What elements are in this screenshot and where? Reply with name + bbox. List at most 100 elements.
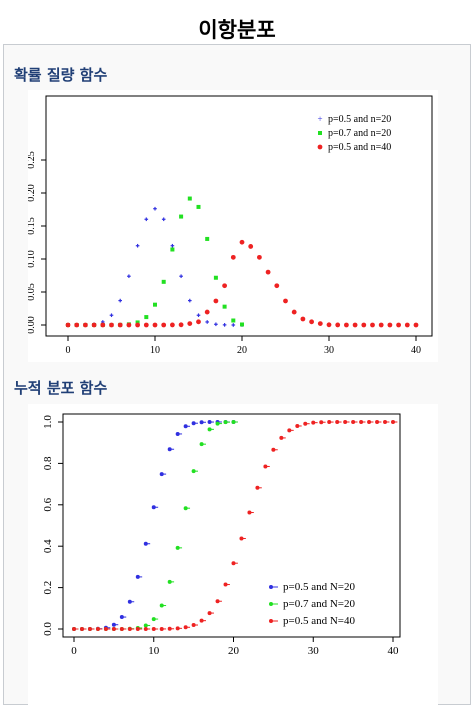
x-tick-label: 20 bbox=[228, 645, 240, 657]
legend-label: p=0.5 and N=20 bbox=[283, 581, 355, 593]
data-point bbox=[239, 239, 245, 245]
y-tick-label: 1.0 bbox=[42, 415, 54, 429]
data-point bbox=[413, 322, 419, 328]
data-point bbox=[205, 236, 210, 241]
y-tick-label: 0.25 bbox=[28, 151, 37, 169]
data-point bbox=[335, 322, 341, 328]
data-point bbox=[326, 322, 332, 328]
data-point bbox=[359, 420, 364, 424]
data-point bbox=[178, 322, 184, 328]
data-point bbox=[248, 244, 254, 249]
data-point bbox=[222, 323, 227, 327]
data-point bbox=[196, 319, 201, 325]
data-point bbox=[151, 627, 156, 631]
data-point bbox=[303, 421, 308, 426]
data-point bbox=[87, 627, 92, 631]
data-point bbox=[213, 298, 219, 304]
y-tick-label: 0.10 bbox=[28, 250, 37, 268]
data-point bbox=[199, 618, 204, 623]
data-point bbox=[404, 322, 410, 328]
data-point bbox=[204, 309, 210, 315]
data-point bbox=[135, 320, 140, 325]
data-point bbox=[170, 322, 175, 328]
data-point bbox=[247, 510, 252, 515]
plot-frame bbox=[62, 413, 401, 638]
data-point bbox=[295, 423, 300, 428]
y-tick-label: 0.4 bbox=[42, 539, 54, 553]
data-point bbox=[215, 599, 220, 604]
data-point bbox=[199, 420, 204, 425]
y-tick-label: 0.6 bbox=[42, 497, 54, 511]
data-point bbox=[396, 322, 401, 328]
x-tick-label: 10 bbox=[150, 345, 160, 356]
data-point bbox=[143, 627, 148, 631]
y-tick-label: 0.20 bbox=[28, 184, 37, 202]
data-point bbox=[135, 243, 140, 248]
data-point bbox=[187, 196, 192, 201]
data-point bbox=[300, 316, 306, 322]
data-point bbox=[83, 322, 88, 328]
data-point bbox=[153, 302, 157, 307]
data-point bbox=[175, 626, 180, 631]
data-point bbox=[126, 322, 132, 328]
data-point bbox=[118, 298, 122, 303]
data-point bbox=[179, 274, 183, 279]
x-tick-label: 10 bbox=[148, 645, 160, 657]
x-tick-label: 0 bbox=[66, 345, 71, 356]
data-point bbox=[239, 536, 244, 541]
data-point bbox=[167, 579, 172, 584]
data-point bbox=[230, 254, 236, 260]
data-point bbox=[352, 322, 358, 328]
data-point bbox=[179, 214, 184, 219]
legend-label: p=0.5 and n=20 bbox=[328, 114, 391, 125]
data-point bbox=[271, 447, 276, 452]
data-point bbox=[370, 322, 375, 328]
pmf-chart-svg: 0 10 20 30 40 0.00 0.05 0.10 0.15 0.20 0.25 + p=0.5 … bbox=[26, 95, 433, 356]
data-point bbox=[100, 322, 106, 328]
data-point bbox=[231, 420, 236, 424]
data-point bbox=[207, 420, 212, 425]
data-point bbox=[161, 217, 166, 222]
data-point bbox=[231, 561, 236, 566]
x-tick-label: 0 bbox=[71, 645, 77, 657]
data-point bbox=[170, 247, 175, 252]
cdf-chart-svg: 0 10 20 30 40 0.0 0.2 0.4 0.6 0.8 1.0 p=0.5 and N=2… bbox=[42, 413, 401, 657]
data-point bbox=[311, 420, 316, 425]
data-point bbox=[111, 622, 116, 627]
x-tick-label: 30 bbox=[324, 345, 334, 356]
data-point bbox=[159, 472, 164, 477]
data-point bbox=[255, 485, 260, 490]
data-point bbox=[191, 469, 196, 474]
data-point bbox=[151, 617, 156, 622]
y-tick-label: 0.00 bbox=[28, 316, 37, 334]
data-point bbox=[161, 279, 166, 284]
data-point bbox=[205, 320, 209, 324]
data-point bbox=[215, 421, 220, 426]
legend-label: p=0.7 and N=20 bbox=[283, 598, 355, 610]
data-point bbox=[335, 420, 340, 425]
data-point bbox=[287, 428, 292, 433]
data-point bbox=[183, 506, 188, 511]
data-point bbox=[231, 318, 236, 323]
data-point bbox=[291, 309, 297, 315]
data-point bbox=[152, 322, 158, 328]
data-point bbox=[213, 275, 218, 280]
data-point bbox=[144, 217, 149, 222]
data-point bbox=[74, 322, 80, 328]
data-point bbox=[283, 298, 288, 304]
legend-label: p=0.7 and n=20 bbox=[328, 128, 391, 139]
y-tick-label: 0.8 bbox=[42, 456, 54, 470]
y-tick-label: 0.2 bbox=[42, 581, 54, 595]
data-point bbox=[199, 442, 204, 447]
data-point bbox=[119, 627, 124, 631]
data-point bbox=[223, 420, 228, 425]
data-point bbox=[207, 611, 212, 616]
legend-swatch: + bbox=[317, 114, 322, 124]
y-tick-label: 0.0 bbox=[42, 622, 54, 636]
data-point bbox=[143, 541, 148, 546]
data-point bbox=[103, 627, 108, 631]
data-point bbox=[240, 322, 244, 327]
y-tick-label: 0.05 bbox=[28, 283, 37, 301]
x-tick-label: 20 bbox=[237, 345, 247, 356]
data-point bbox=[378, 322, 384, 328]
